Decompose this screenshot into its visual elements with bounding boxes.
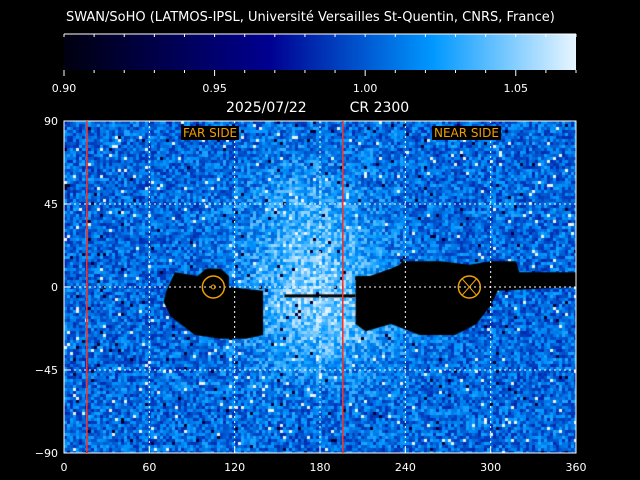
- far-side-label: FAR SIDE: [181, 126, 240, 140]
- title-carrington-rotation: CR 2300: [349, 100, 410, 116]
- near-side-sun-marker-icon: [457, 275, 482, 299]
- colorbar-tick-label: 0.90: [52, 82, 77, 95]
- x-tick-label: 120: [224, 461, 245, 474]
- title-date: 2025/07/22: [226, 100, 307, 116]
- x-tick-label: 300: [480, 461, 501, 474]
- y-tick-label: −90: [35, 447, 58, 460]
- x-tick-label: 0: [61, 461, 68, 474]
- y-tick-label: 90: [44, 115, 58, 128]
- x-tick-label: 360: [566, 461, 587, 474]
- colorbar-tick-label: 0.95: [202, 82, 227, 95]
- y-tick-label: −45: [35, 364, 58, 377]
- credit-text: SWAN/SoHO (LATMOS-IPSL, Université Versa…: [66, 10, 555, 25]
- x-tick-label: 240: [395, 461, 416, 474]
- near-side-label: NEAR SIDE: [432, 126, 501, 140]
- colorbar: [64, 34, 576, 70]
- x-tick-label: 180: [310, 461, 331, 474]
- y-tick-label: 45: [44, 198, 58, 211]
- y-tick-label: 0: [51, 281, 58, 294]
- colorbar-tick-label: 1.05: [504, 82, 529, 95]
- colorbar-axis: 0.90 0.95 1.00 1.05: [52, 33, 577, 95]
- far-side-sun-marker-icon: [201, 275, 226, 299]
- x-tick-label: 60: [142, 461, 156, 474]
- near-side-cross: [461, 278, 477, 296]
- far-side-sun-center-dot: [210, 284, 216, 290]
- map-title: 2025/07/22 CR 2300: [226, 100, 409, 116]
- colorbar-tick-label: 1.00: [353, 82, 378, 95]
